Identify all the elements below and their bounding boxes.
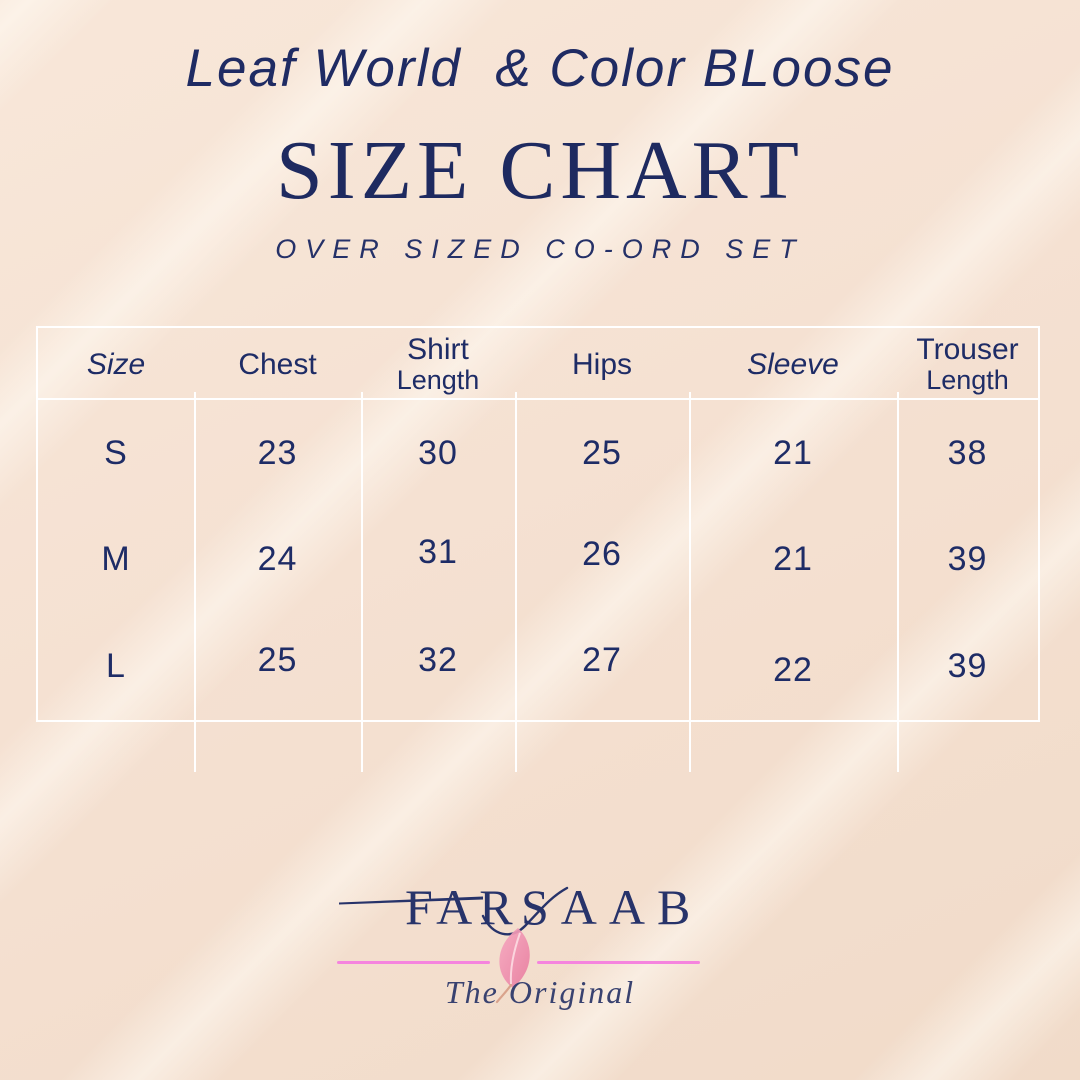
- column-header-hips: Hips: [515, 328, 689, 400]
- column-header-sleeve: Sleeve: [689, 328, 897, 400]
- column-header-label: Hips: [571, 347, 632, 381]
- cell-row-m-chest: 24: [257, 540, 298, 578]
- cell-row-l-shirt: 32: [418, 641, 458, 679]
- logo-divider-line-left: [337, 961, 490, 964]
- collection-title: Leaf World & Color BLoose: [185, 39, 895, 98]
- column-header-subline: Length: [396, 364, 480, 395]
- brand-tagline: The Original: [444, 974, 636, 1010]
- size-table: Size Chest Shirt Length Hips Sleeve Trou…: [36, 326, 1040, 772]
- leaf-body: [499, 928, 530, 988]
- leaf-stem: [495, 983, 513, 1004]
- cell-row-s-hips: 25: [582, 433, 622, 472]
- page-subtitle: OVER SIZED CO-ORD SET: [275, 234, 805, 264]
- logo-word-saab: SAAB: [521, 879, 702, 935]
- column-header-label: Trouser: [916, 332, 1019, 366]
- column-header-subline: Length: [926, 364, 1009, 395]
- cell-row-l-trouser: 39: [947, 647, 988, 685]
- logo-swash-curve: [481, 886, 569, 936]
- column-header-label: Size: [86, 347, 146, 381]
- cell-row-s-sleeve: 21: [773, 433, 813, 472]
- leaf-icon: [495, 928, 530, 1004]
- column-header-label: Chest: [238, 347, 317, 381]
- table-column-divider: [689, 392, 691, 772]
- cell-row-m-trouser: 39: [947, 540, 988, 578]
- table-column-divider: [897, 392, 899, 772]
- cell-row-m-size: M: [101, 540, 131, 578]
- table-column-divider: [361, 392, 363, 772]
- cell-row-m-sleeve: 21: [773, 540, 813, 578]
- column-header-shirt-length: Shirt Length: [361, 328, 515, 400]
- cell-row-s-chest: 23: [257, 433, 298, 472]
- cell-row-s-trouser: 38: [947, 433, 988, 472]
- column-header-trouser-length: Trouser Length: [897, 328, 1038, 400]
- cell-row-s-size: S: [104, 433, 128, 472]
- cell-row-l-hips: 27: [582, 641, 622, 679]
- column-header-label: Shirt: [407, 332, 469, 366]
- table-column-divider: [194, 392, 196, 772]
- logo-word-far: FAR: [405, 879, 520, 935]
- cell-row-m-hips: 26: [582, 535, 622, 573]
- table-column-divider: [515, 392, 517, 772]
- cell-row-m-shirt: 31: [418, 533, 458, 571]
- table-cells: Size Chest Shirt Length Hips Sleeve Trou…: [38, 328, 1038, 720]
- brand-logo: FAR SAAB: [339, 879, 702, 936]
- cell-row-l-size: L: [106, 647, 126, 685]
- table-header-divider: [38, 398, 1038, 400]
- page-title: SIZE CHART: [276, 124, 804, 217]
- logo-divider-line-right: [537, 961, 700, 964]
- cell-row-l-chest: 25: [257, 641, 298, 679]
- column-header-label: Sleeve: [747, 347, 839, 381]
- logo-swoosh-line: [339, 896, 483, 905]
- column-header-size: Size: [38, 328, 194, 400]
- column-header-chest: Chest: [194, 328, 361, 400]
- cell-row-l-sleeve: 22: [773, 651, 813, 689]
- cell-row-s-shirt: 30: [418, 433, 458, 472]
- leaf-vein: [509, 932, 521, 985]
